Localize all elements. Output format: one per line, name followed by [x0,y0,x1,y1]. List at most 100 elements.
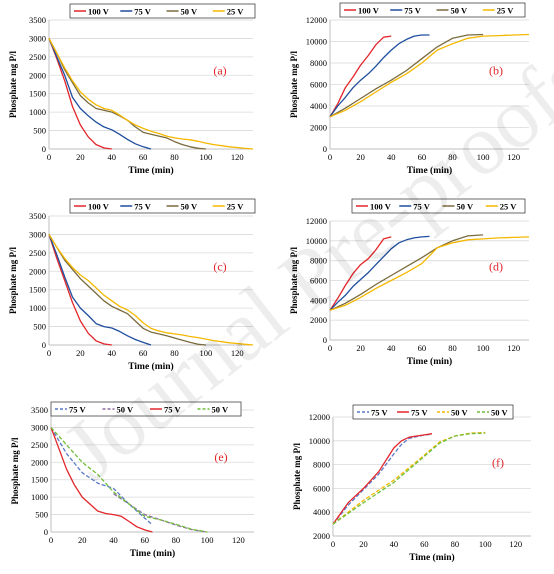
panel-f-legend-label: 50 V [451,408,468,418]
panel-b-ytick-label: 10000 [306,37,327,47]
panel-c-ytick-label: 3500 [29,211,46,221]
panel-e-xtick-label: 60 [140,535,149,545]
panel-a-ytick-label: 1000 [29,107,46,117]
panel-d-xtick-label: 120 [507,343,520,353]
panel-a-legend-label: 75 V [134,7,151,17]
panel-c-xtick-label: 40 [108,348,117,358]
panel-b-panel-label: (b) [489,64,503,78]
panel-e-ytick-label: 1000 [31,492,48,502]
panel-b-ytick-label: 6000 [310,80,327,90]
panel-b-series-line [329,33,484,118]
panel-f-xtick-label: 100 [479,539,492,549]
panel-c-xtick-label: 120 [231,348,244,358]
panel-a-xtick-label: 100 [200,152,213,162]
panel-d-xtick-label: 0 [328,343,332,353]
panel-d-xtick-label: 40 [387,343,396,353]
panel-d-legend [351,198,526,214]
panel-f-xtick-label: 120 [509,539,522,549]
panel-a-ytick-label: 0 [42,144,46,154]
panel-c-ytick-label: 3000 [29,229,46,239]
panel-e-series-line [50,427,153,533]
panel-e-xtick-label: 100 [201,535,214,545]
panel-a-x-axis-label: Time (min) [128,165,173,176]
panel-a-xtick-label: 120 [231,152,244,162]
panel-a-legend-label: 50 V [181,7,198,17]
panel-b-xtick-label: 0 [328,152,332,162]
panel-f-x-axis-label: Time (min) [409,552,454,563]
panel-b-legend-label: 100 V [358,6,380,16]
panel-e-panel-label: (e) [214,450,227,464]
panel-d-xtick-label: 20 [356,343,365,353]
panel-b-legend-label: 25 V [497,6,514,16]
panel-d-xtick-label: 100 [477,343,490,353]
panel-e-legend-label: 50 V [117,405,134,415]
panel-d-panel-label: (d) [489,260,503,274]
panel-d-legend-label: 100 V [370,202,392,212]
panel-c-x-axis-label: Time (min) [128,361,173,372]
panel-f-legend-label: 75 V [411,408,428,418]
panel-c-legend-label: 100 V [88,202,110,212]
panel-c-xtick-label: 80 [170,348,179,358]
panel-c-xtick-label: 60 [139,348,148,358]
panel-c-series-line [48,234,152,346]
panel-d-series-line [329,234,484,311]
panel-c-legend-label: 75 V [134,202,151,212]
panel-d-series-line [329,235,430,311]
panel-d-ytick-label: 6000 [310,276,327,286]
panel-f-ytick-label: 10000 [309,436,330,446]
panel-f-series-line [332,432,486,525]
panel-a-xtick-label: 20 [76,152,85,162]
panel-a-series-line [48,38,152,150]
panel-c-xtick-label: 0 [47,348,51,358]
panel-b-ytick-label: 12000 [306,15,327,25]
panel-b-legend-label: 75 V [404,6,421,16]
panel-f-y-axis-label: Phosphate mg P/l [292,443,302,511]
panel-a-xtick-label: 80 [170,152,179,162]
panel-d-ytick-label: 10000 [306,236,327,246]
panel-c-legend-label: 50 V [181,202,198,212]
panel-b-xtick-label: 40 [387,152,396,162]
panel-e-xtick-label: 20 [78,535,87,545]
panel-a-ytick-label: 3000 [29,33,46,43]
panel-e-ytick-label: 0 [44,527,48,537]
panel-b-ytick-label: 0 [323,144,327,154]
panel-e-series-line [50,426,208,533]
panel-f-panel-label: (f) [492,456,504,470]
panel-d-xtick-label: 80 [448,343,457,353]
panel-b-y-axis-label: Phosphate mg P/l [289,51,299,119]
panel-e-ytick-label: 2000 [31,457,48,467]
panel-d-legend-label: 50 V [457,202,474,212]
panel-b-series-line [329,34,430,118]
panel-c-ytick-label: 1500 [29,285,46,295]
panel-c-ytick-label: 500 [33,322,46,332]
panel-c-ytick-label: 0 [42,340,46,350]
panel-f-xtick-label: 0 [331,539,335,549]
panel-f-ytick-label: 12000 [309,412,330,422]
panel-f-series-line [332,433,433,525]
panel-d-series-line [329,236,392,311]
panel-b-series-line [329,35,392,118]
panel-b-ytick-label: 2000 [310,123,327,133]
panel-c-series-line [48,234,112,346]
panel-e-ytick-label: 3000 [31,422,48,432]
panel-c-series-line [48,234,206,346]
panel-c-panel-label: (c) [213,260,226,274]
panel-d-xtick-label: 60 [418,343,427,353]
panel-e-ytick-label: 500 [35,510,48,520]
panel-a-legend-label: 100 V [88,7,110,17]
panel-d-ytick-label: 0 [323,335,327,345]
panel-d-ytick-label: 4000 [310,295,327,305]
panel-a-ytick-label: 3500 [29,15,46,25]
panel-a-legend-label: 25 V [227,7,244,17]
panel-e-x-axis-label: Time (min) [130,548,175,559]
panel-f-ytick-label: 8000 [313,460,330,470]
panel-f-series-line [332,431,486,525]
panel-f-xtick-label: 80 [451,539,460,549]
panel-e-legend [50,401,242,417]
panel-b-ytick-label: 4000 [310,101,327,111]
panel-e-legend-label: 75 V [69,405,86,415]
panel-e-xtick-label: 80 [172,535,181,545]
panel-c-ytick-label: 2500 [29,248,46,258]
panel-e-ytick-label: 3500 [31,405,48,415]
